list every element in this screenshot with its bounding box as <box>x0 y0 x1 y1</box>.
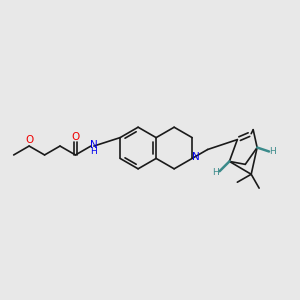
Text: H: H <box>212 168 219 177</box>
Text: N: N <box>90 140 98 150</box>
Text: O: O <box>71 132 80 142</box>
Text: H: H <box>91 148 97 157</box>
Text: O: O <box>25 135 33 145</box>
Text: N: N <box>192 152 200 162</box>
Text: H: H <box>270 147 276 156</box>
